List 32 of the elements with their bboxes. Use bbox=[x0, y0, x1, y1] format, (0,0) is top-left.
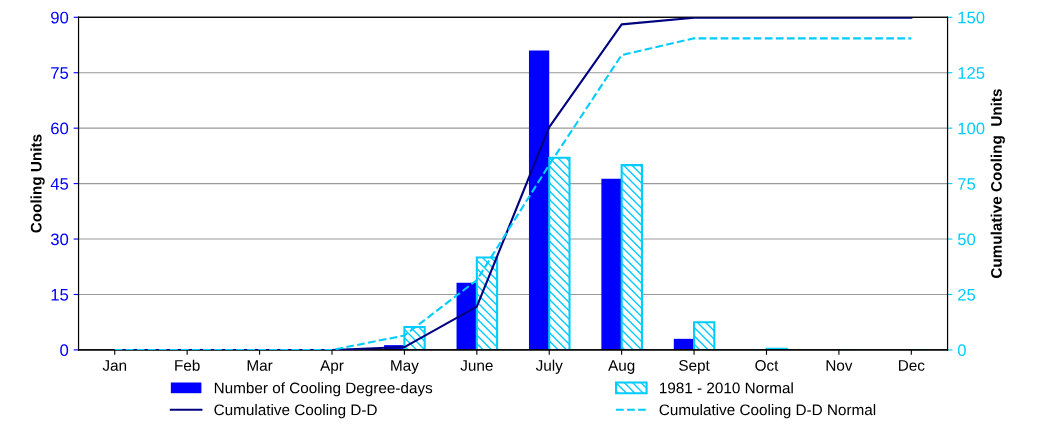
y-tick-label: 75 bbox=[51, 67, 69, 79]
y-tick-label: 45 bbox=[50, 178, 69, 190]
legend-label: Number of Cooling Degree-days bbox=[214, 382, 433, 397]
y2-tick-label: 125 bbox=[958, 67, 985, 79]
y2-tick-label: 50 bbox=[957, 233, 976, 246]
y-tick-label: 60 bbox=[51, 122, 69, 135]
x-tick-label: Aug bbox=[608, 360, 635, 374]
x-tick-label: May bbox=[391, 360, 419, 374]
x-tick-label: Nov bbox=[826, 360, 853, 371]
x-tick-label: Mar bbox=[247, 360, 273, 371]
x-tick-label: Dec bbox=[899, 360, 925, 371]
x-tick-label: Jan bbox=[102, 360, 127, 371]
x-tick-label: Sept bbox=[679, 360, 710, 374]
legend-label: Cumulative Cooling D-D bbox=[214, 404, 377, 419]
x-tick-label: July bbox=[535, 359, 563, 374]
x-tick-label: Feb bbox=[175, 359, 200, 371]
x-tick-label: Apr bbox=[320, 360, 344, 374]
legend-label: 1981 - 2010 Normal bbox=[659, 382, 793, 394]
y-tick-label: 15 bbox=[51, 289, 69, 301]
y-tick-label: 30 bbox=[50, 233, 69, 246]
y2-tick-label: 0 bbox=[957, 344, 966, 357]
y-tick-label: 0 bbox=[60, 344, 69, 357]
y2-tick-label: 150 bbox=[958, 11, 985, 24]
x-tick-label: June bbox=[460, 360, 493, 371]
y2-tick-label: 25 bbox=[958, 288, 976, 301]
legend-label: Cumulative Cooling D-D Normal bbox=[659, 404, 876, 419]
y-axis-title: Cooling Units bbox=[30, 134, 45, 233]
y2-tick-label: 75 bbox=[958, 178, 976, 190]
x-tick-label: Oct bbox=[755, 360, 779, 371]
y-tick-label: 90 bbox=[51, 11, 69, 24]
y2-axis-title: Cumulative Cooling Units bbox=[990, 89, 1005, 279]
y2-tick-label: 100 bbox=[958, 122, 985, 135]
